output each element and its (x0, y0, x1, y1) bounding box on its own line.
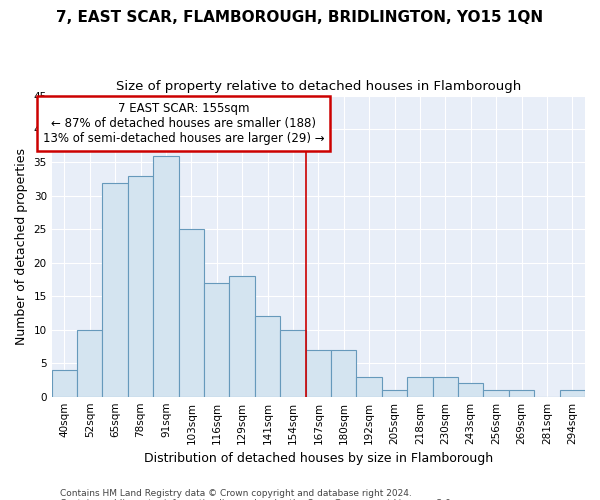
Bar (52, 370, 77, 396)
Bar (433, 376, 458, 396)
Bar (280, 330, 305, 396)
Bar (407, 376, 433, 396)
Bar (356, 376, 382, 396)
Bar (509, 390, 534, 396)
Bar (204, 283, 229, 397)
Bar (560, 390, 585, 396)
Text: Contains HM Land Registry data © Crown copyright and database right 2024.: Contains HM Land Registry data © Crown c… (60, 488, 412, 498)
Y-axis label: Number of detached properties: Number of detached properties (15, 148, 28, 344)
X-axis label: Distribution of detached houses by size in Flamborough: Distribution of detached houses by size … (144, 452, 493, 465)
Bar (153, 156, 179, 396)
Bar (331, 350, 356, 397)
Bar (103, 182, 128, 396)
Text: 7 EAST SCAR: 155sqm
← 87% of detached houses are smaller (188)
13% of semi-detac: 7 EAST SCAR: 155sqm ← 87% of detached ho… (43, 102, 325, 145)
Title: Size of property relative to detached houses in Flamborough: Size of property relative to detached ho… (116, 80, 521, 93)
Bar (458, 384, 484, 396)
Bar (484, 390, 509, 396)
Bar (77, 330, 103, 396)
Bar (382, 390, 407, 396)
Bar (179, 230, 204, 396)
Text: Contains public sector information licensed under the Open Government Licence v3: Contains public sector information licen… (60, 498, 454, 500)
Bar (255, 316, 280, 396)
Bar (128, 176, 153, 396)
Bar (229, 276, 255, 396)
Bar (305, 350, 331, 397)
Text: 7, EAST SCAR, FLAMBOROUGH, BRIDLINGTON, YO15 1QN: 7, EAST SCAR, FLAMBOROUGH, BRIDLINGTON, … (56, 10, 544, 25)
